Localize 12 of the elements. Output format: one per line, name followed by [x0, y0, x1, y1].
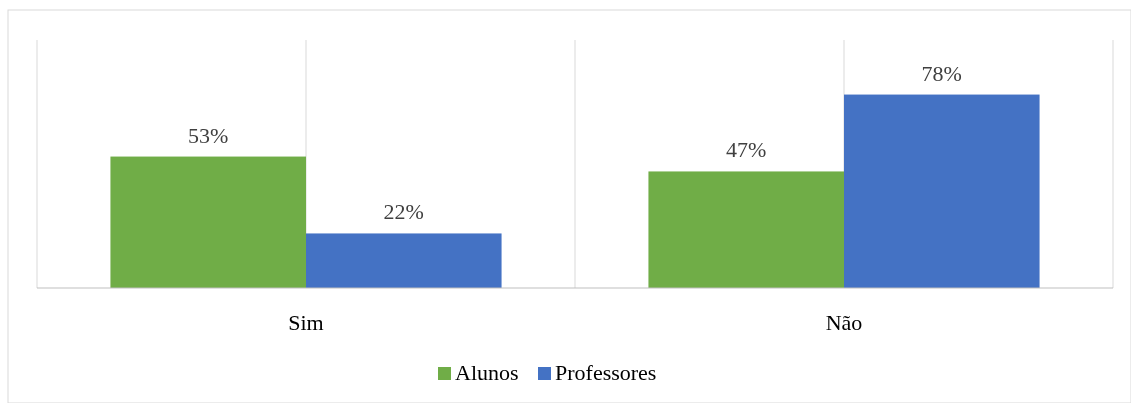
bar [110, 156, 306, 288]
data-label: 47% [726, 137, 767, 163]
x-tick-label: Não [825, 310, 863, 335]
data-label: 53% [188, 122, 229, 148]
data-label: 22% [383, 199, 424, 225]
x-tick-label: Sim [288, 310, 324, 335]
data-label: 78% [921, 60, 962, 86]
bar [648, 171, 844, 288]
bar [306, 233, 502, 288]
legend-label: Alunos [455, 360, 519, 385]
bar [844, 94, 1040, 288]
legend-label: Professores [555, 360, 657, 385]
